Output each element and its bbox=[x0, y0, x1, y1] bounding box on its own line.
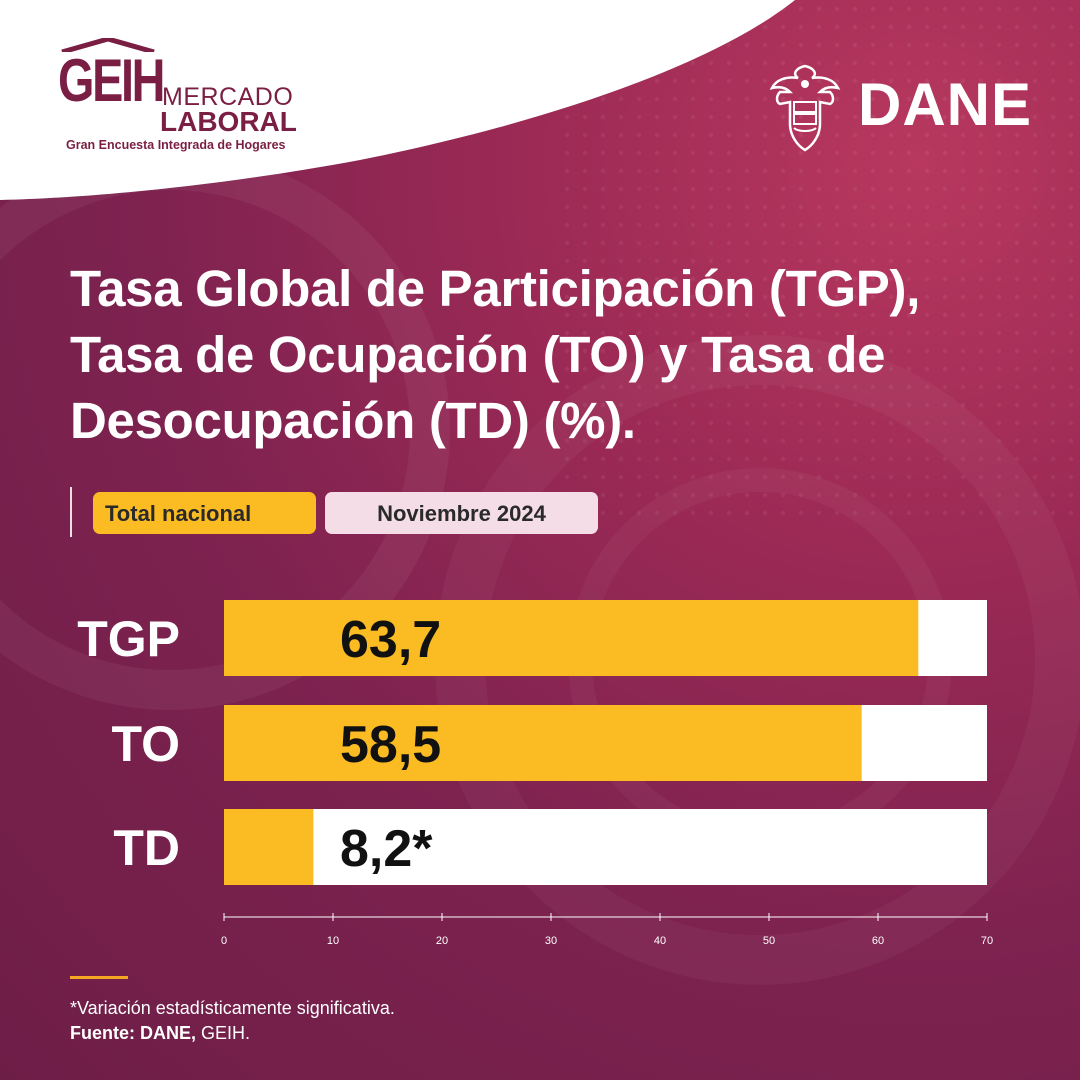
geih-logo: GEIH MERCADO LABORAL Gran Encuesta Integ… bbox=[58, 38, 308, 158]
coat-of-arms-icon bbox=[769, 64, 841, 152]
geih-subtitle: Gran Encuesta Integrada de Hogares bbox=[66, 138, 286, 152]
scope-tag: Total nacional bbox=[93, 492, 316, 534]
x-tick-label-40: 40 bbox=[654, 935, 666, 947]
header-white-wave bbox=[0, 0, 795, 200]
x-tick-label-10: 10 bbox=[327, 935, 339, 947]
x-tick-label-60: 60 bbox=[872, 935, 884, 947]
x-tick-label-50: 50 bbox=[763, 935, 775, 947]
x-tick-label-30: 30 bbox=[545, 935, 557, 947]
source-rest: GEIH. bbox=[201, 1023, 251, 1043]
bar-td bbox=[224, 809, 314, 885]
geih-letters: GEIH bbox=[58, 47, 165, 114]
chart-title: Tasa Global de Participación (TGP), Tasa… bbox=[70, 260, 921, 449]
category-label-tgp: TGP bbox=[77, 611, 180, 667]
source-bold: DANE, bbox=[140, 1023, 197, 1043]
dane-logo: DANE bbox=[766, 62, 1046, 154]
category-label-td: TD bbox=[113, 820, 180, 876]
x-tick-label-0: 0 bbox=[221, 935, 227, 947]
geih-laboral-text: LABORAL bbox=[160, 106, 297, 137]
dane-wordmark: DANE bbox=[858, 71, 1033, 138]
source-label: Fuente: bbox=[70, 1023, 135, 1043]
value-label-to: 58,5 bbox=[340, 716, 441, 774]
bar-tgp bbox=[224, 600, 919, 676]
period-tag: Noviembre 2024 bbox=[325, 492, 598, 534]
category-label-to: TO bbox=[111, 716, 180, 772]
value-label-td: 8,2* bbox=[340, 820, 433, 878]
footnote: *Variación estadísticamente significativ… bbox=[70, 998, 395, 1018]
bar-to bbox=[224, 705, 862, 781]
value-label-tgp: 63,7 bbox=[340, 611, 441, 669]
geih-mercado-text: MERCADO bbox=[162, 83, 294, 111]
geih-roof-icon bbox=[61, 38, 155, 52]
bar-track-td bbox=[224, 809, 987, 885]
tag-divider bbox=[70, 487, 72, 537]
x-tick-label-20: 20 bbox=[436, 935, 448, 947]
source-line: Fuente: DANE, GEIH. bbox=[70, 1023, 250, 1044]
footer-rule bbox=[70, 976, 128, 979]
x-tick-label-70: 70 bbox=[981, 935, 993, 947]
